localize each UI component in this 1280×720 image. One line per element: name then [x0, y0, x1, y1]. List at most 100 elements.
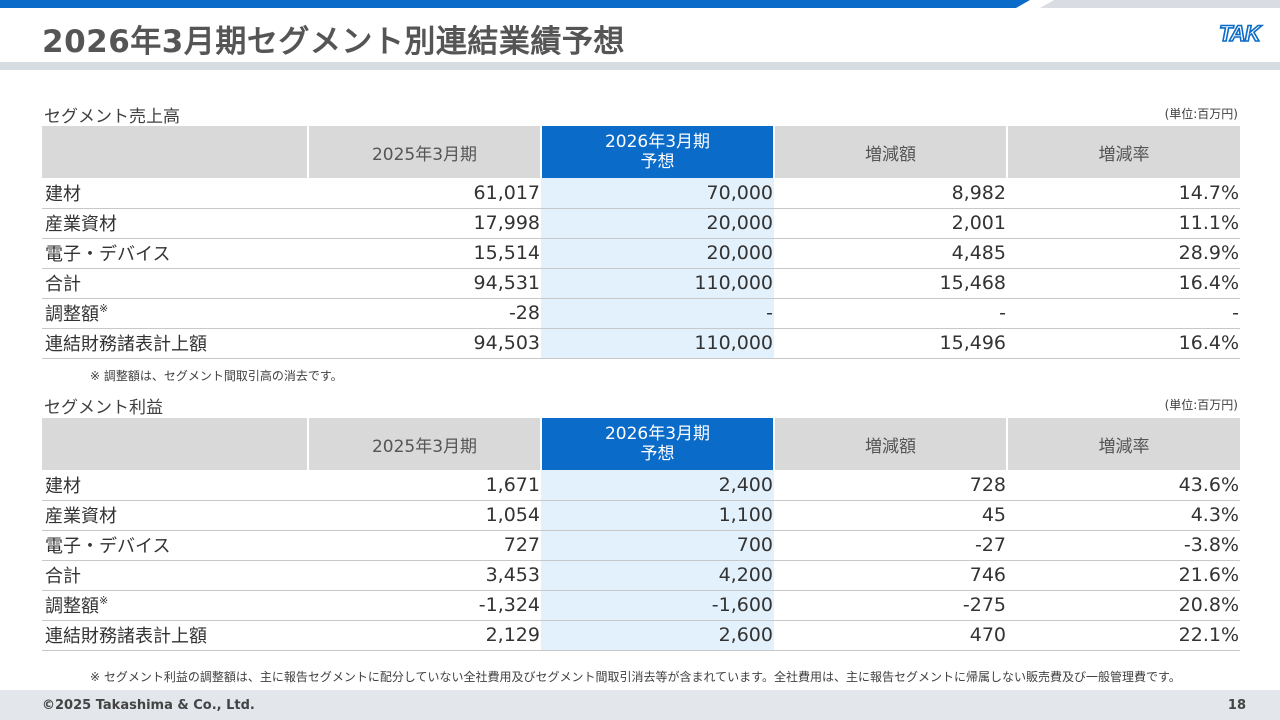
change-amount-value: 728 — [774, 470, 1007, 501]
row-label: 産業資材 — [42, 208, 308, 239]
table-row: 合計 94,531 110,000 15,468 16.4% — [42, 268, 1240, 299]
profit-table: 2025年3月期 2026年3月期 予想 増減額 増減率 建材 1,671 2,40… — [42, 418, 1240, 651]
prev-year-value: -1,324 — [308, 590, 541, 621]
title-divider — [0, 62, 1280, 70]
change-amount-value: 8,982 — [774, 178, 1007, 209]
prev-year-value: -28 — [308, 298, 541, 329]
table-header-row: 2025年3月期 2026年3月期 予想 増減額 増減率 — [42, 418, 1240, 470]
change-rate-value: 16.4% — [1007, 268, 1240, 299]
row-label: 建材 — [42, 470, 308, 501]
prev-year-value: 94,531 — [308, 268, 541, 299]
top-accent-blue — [0, 0, 1030, 8]
prev-year-value: 727 — [308, 530, 541, 561]
header-forecast-sub: 予想 — [640, 444, 675, 464]
change-rate-value: 20.8% — [1007, 590, 1240, 621]
header-forecast-sub: 予想 — [640, 152, 675, 172]
prev-year-value: 2,129 — [308, 620, 541, 651]
change-rate-value: 4.3% — [1007, 500, 1240, 531]
forecast-value: 4,200 — [541, 560, 774, 591]
sales-footnote: ※ 調整額は、セグメント間取引高の消去です。 — [90, 369, 343, 383]
forecast-value: 20,000 — [541, 238, 774, 269]
change-rate-value: 14.7% — [1007, 178, 1240, 209]
change-rate-value: 22.1% — [1007, 620, 1240, 651]
prev-year-value: 3,453 — [308, 560, 541, 591]
table-row: 連結財務諸表計上額 2,129 2,600 470 22.1% — [42, 620, 1240, 651]
row-label-text: 調整額 — [45, 304, 99, 325]
row-label-text: 連結財務諸表計上額 — [45, 626, 207, 647]
prev-year-value: 94,503 — [308, 328, 541, 359]
change-amount-value: -275 — [774, 590, 1007, 621]
row-label: 調整額※ — [42, 298, 308, 329]
prev-year-value: 15,514 — [308, 238, 541, 269]
header-prev-year: 2025年3月期 — [308, 418, 542, 470]
row-label: 合計 — [42, 560, 308, 591]
table-row: 調整額※ -28- - - — [42, 298, 1240, 329]
header-change-amount: 増減額 — [774, 418, 1008, 470]
change-rate-value: 11.1% — [1007, 208, 1240, 239]
forecast-value: 2,400 — [541, 470, 774, 501]
change-rate-value: -3.8% — [1007, 530, 1240, 561]
profit-unit-label: (単位:百万円) — [1164, 398, 1238, 412]
row-label-text: 連結財務諸表計上額 — [45, 334, 207, 355]
footer-bar: ©2025 Takashima & Co., Ltd. 18 — [0, 690, 1280, 720]
change-amount-value: -27 — [774, 530, 1007, 561]
header-blank — [42, 126, 309, 178]
header-forecast-year: 2026年3月期 — [604, 132, 711, 152]
forecast-value: 1,100 — [541, 500, 774, 531]
change-amount-value: 15,468 — [774, 268, 1007, 299]
table-row: 電子・デバイス 15,514 20,000 4,485 28.9% — [42, 238, 1240, 269]
forecast-value: 20,000 — [541, 208, 774, 239]
header-change-rate: 増減率 — [1007, 418, 1240, 470]
svg-text:TAK: TAK — [1219, 21, 1263, 46]
row-label: 建材 — [42, 178, 308, 209]
change-amount-value: 4,485 — [774, 238, 1007, 269]
sales-unit-label: (単位:百万円) — [1164, 107, 1238, 121]
copyright: ©2025 Takashima & Co., Ltd. — [42, 698, 255, 713]
row-label-text: 合計 — [45, 566, 81, 587]
change-rate-value: - — [1007, 298, 1240, 329]
forecast-value: - — [541, 298, 774, 329]
table-row: 調整額※ -1,324 -1,600 -275 20.8% — [42, 590, 1240, 621]
company-logo: TAK — [1218, 20, 1264, 46]
table-row: 連結財務諸表計上額 94,503 110,000 15,496 16.4% — [42, 328, 1240, 359]
change-amount-value: 470 — [774, 620, 1007, 651]
top-accent-band — [0, 0, 1280, 8]
row-label: 連結財務諸表計上額 — [42, 328, 308, 359]
forecast-value: -1,600 — [541, 590, 774, 621]
header-forecast-year: 2026年3月期 — [604, 424, 711, 444]
page-title: 2026年3月期セグメント別連結業績予想 — [42, 24, 625, 60]
change-rate-value: 16.4% — [1007, 328, 1240, 359]
prev-year-value: 61,017 — [308, 178, 541, 209]
top-accent-grey — [1040, 0, 1280, 8]
row-label: 合計 — [42, 268, 308, 299]
header-change-amount: 増減額 — [774, 126, 1008, 178]
row-label: 電子・デバイス — [42, 238, 308, 269]
profit-section-title: セグメント利益 — [44, 398, 163, 418]
row-label: 電子・デバイス — [42, 530, 308, 561]
header-change-rate: 増減率 — [1007, 126, 1240, 178]
forecast-value: 110,000 — [541, 328, 774, 359]
change-rate-value: 43.6% — [1007, 470, 1240, 501]
prev-year-value: 17,998 — [308, 208, 541, 239]
row-label: 調整額※ — [42, 590, 308, 621]
change-amount-value: 746 — [774, 560, 1007, 591]
forecast-value: 700 — [541, 530, 774, 561]
profit-footnote: ※ セグメント利益の調整額は、主に報告セグメントに配分していない全社費用及びセグ… — [90, 670, 1181, 684]
table-row: 建材 61,017 70,000 8,982 14.7% — [42, 178, 1240, 209]
footnote-mark: ※ — [99, 594, 109, 607]
change-amount-value: 15,496 — [774, 328, 1007, 359]
table-header-row: 2025年3月期 2026年3月期 予想 増減額 増減率 — [42, 126, 1240, 178]
row-label-text: 電子・デバイス — [45, 244, 171, 265]
row-label-text: 産業資材 — [45, 214, 117, 235]
page-number: 18 — [1227, 698, 1246, 713]
row-label-text: 建材 — [45, 475, 81, 497]
row-label-text: 合計 — [45, 274, 81, 295]
change-rate-value: 21.6% — [1007, 560, 1240, 591]
sales-section-title: セグメント売上高 — [44, 107, 180, 127]
table-row: 合計 3,453 4,200 746 21.6% — [42, 560, 1240, 591]
header-forecast: 2026年3月期 予想 — [541, 126, 775, 178]
change-rate-value: 28.9% — [1007, 238, 1240, 269]
forecast-value: 70,000 — [541, 178, 774, 209]
change-amount-value: - — [774, 298, 1007, 329]
table-row: 建材 1,671 2,400 728 43.6% — [42, 470, 1240, 501]
